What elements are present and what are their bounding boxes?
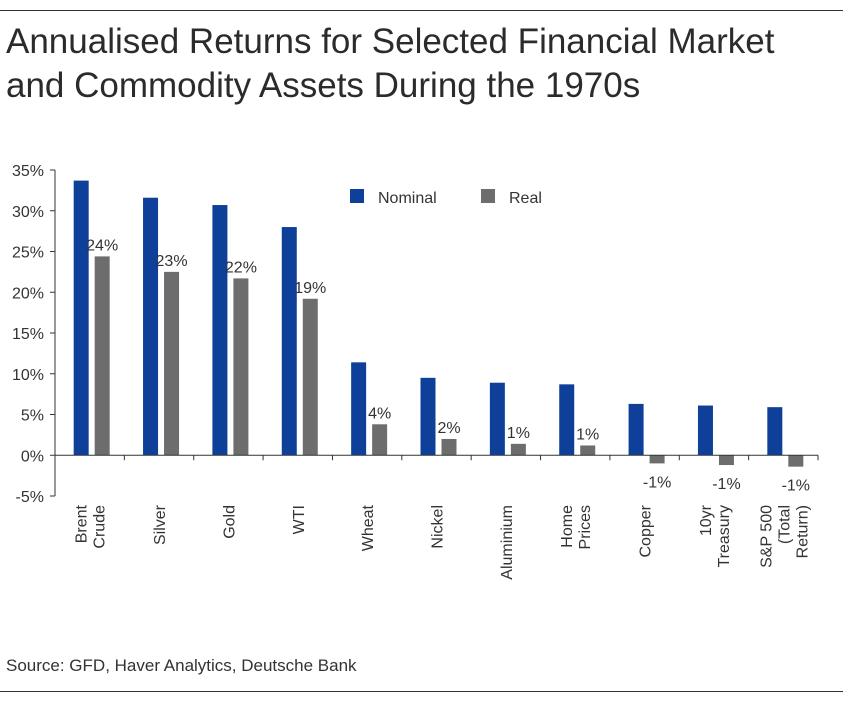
bar-chart: 35% 30% 25% 20% 15% 10% 5% 0% -5% 24% 23% 22% 19% 4%… — [12, 163, 819, 580]
source-note: Source: GFD, Haver Analytics, Deutsche B… — [6, 656, 357, 675]
category-label: S&P 500 (Total Return) — [758, 505, 811, 568]
chart-title-line-1: Annualised Returns for Selected Financia… — [6, 22, 775, 61]
category-label-line: (Total — [776, 505, 793, 544]
data-labels-group: 24% 23% 22% 19% 4% 2% 1% 1% -1% -1% -1% — [86, 237, 810, 494]
category-label-line: Home — [559, 505, 576, 548]
nominal-bar — [697, 405, 713, 456]
category-label-line: Return) — [794, 505, 811, 558]
chart-title-line-2: and Commodity Assets During the 1970s — [6, 66, 641, 105]
chart-title: Annualised Returns for Selected Financia… — [6, 20, 836, 108]
legend-real-swatch — [481, 189, 495, 203]
category-label: Silver — [152, 504, 169, 545]
bottom-rule — [0, 691, 843, 692]
real-bar — [649, 455, 665, 464]
real-bar — [302, 298, 318, 456]
real-bar — [788, 455, 804, 467]
category-label-line: Wheat — [360, 504, 377, 551]
real-bar — [580, 445, 596, 456]
real-data-label: 22% — [225, 259, 257, 276]
nominal-bar — [351, 362, 367, 456]
real-data-label: 1% — [507, 425, 530, 442]
category-label-line: Prices — [577, 505, 594, 549]
category-labels-group: Brent Crude Silver Gold WTI Wheat Nickel Alumin… — [74, 504, 812, 579]
bars-group — [73, 180, 804, 467]
category-label-line: S&P 500 — [758, 505, 775, 568]
y-tick-label: 20% — [12, 285, 44, 302]
real-bar — [164, 271, 180, 456]
legend-nominal-label: Nominal — [378, 190, 437, 207]
category-label-line: WTI — [291, 505, 308, 534]
nominal-bar — [281, 227, 297, 456]
real-bar — [718, 455, 734, 466]
category-label-line: Aluminium — [499, 505, 516, 580]
category-label-line: Brent — [74, 504, 91, 543]
y-tick-label: 15% — [12, 326, 44, 343]
y-tick-label: 30% — [12, 204, 44, 221]
real-data-label: 24% — [86, 237, 118, 254]
y-tick-label: 10% — [12, 367, 44, 384]
x-axis — [54, 454, 819, 461]
y-axis: 35% 30% 25% 20% 15% 10% 5% 0% -5% — [12, 163, 56, 506]
category-label: 10yr Treasury — [698, 504, 733, 567]
nominal-bar — [212, 205, 228, 456]
category-label-line: 10yr — [698, 504, 715, 536]
category-label: Aluminium — [499, 505, 516, 580]
real-data-label: -1% — [712, 476, 740, 493]
category-label: Brent Crude — [74, 504, 109, 548]
category-label: Home Prices — [559, 505, 594, 550]
category-label-line: Treasury — [716, 505, 733, 568]
real-bar — [372, 424, 388, 456]
nominal-bar — [628, 403, 644, 456]
category-label-line: Copper — [638, 504, 655, 557]
real-bar — [94, 256, 110, 456]
legend-real-label: Real — [509, 190, 542, 207]
y-tick-label: 35% — [12, 163, 44, 180]
real-data-label: 4% — [368, 405, 391, 422]
real-data-label: 19% — [294, 280, 326, 297]
real-data-label: 2% — [437, 420, 460, 437]
category-label-line: Silver — [152, 504, 169, 545]
real-bar — [441, 438, 457, 456]
category-label: Wheat — [360, 504, 377, 551]
nominal-bar — [143, 197, 159, 456]
category-label-line: Gold — [221, 505, 238, 539]
real-data-label: -1% — [643, 474, 671, 491]
real-data-label: 23% — [156, 253, 188, 270]
category-label-line: Nickel — [430, 505, 447, 549]
nominal-bar — [489, 382, 505, 456]
real-data-label: -1% — [782, 478, 810, 495]
real-data-label: 1% — [576, 426, 599, 443]
category-label-line: Crude — [92, 505, 109, 549]
category-label: Gold — [221, 505, 238, 539]
y-tick-label: 0% — [21, 448, 44, 465]
y-tick-label: -5% — [16, 489, 44, 506]
category-label: Nickel — [430, 505, 447, 549]
legend-nominal-swatch — [350, 189, 364, 203]
category-label: Copper — [638, 504, 655, 557]
category-label: WTI — [291, 505, 308, 534]
legend: Nominal Real — [350, 189, 542, 207]
real-bar — [510, 443, 526, 456]
nominal-bar — [559, 384, 575, 456]
nominal-bar — [767, 407, 783, 456]
top-rule — [0, 10, 843, 11]
y-tick-label: 25% — [12, 245, 44, 262]
real-bar — [233, 278, 249, 456]
nominal-bar — [73, 180, 89, 456]
y-tick-label: 5% — [21, 408, 44, 425]
nominal-bar — [420, 377, 436, 456]
